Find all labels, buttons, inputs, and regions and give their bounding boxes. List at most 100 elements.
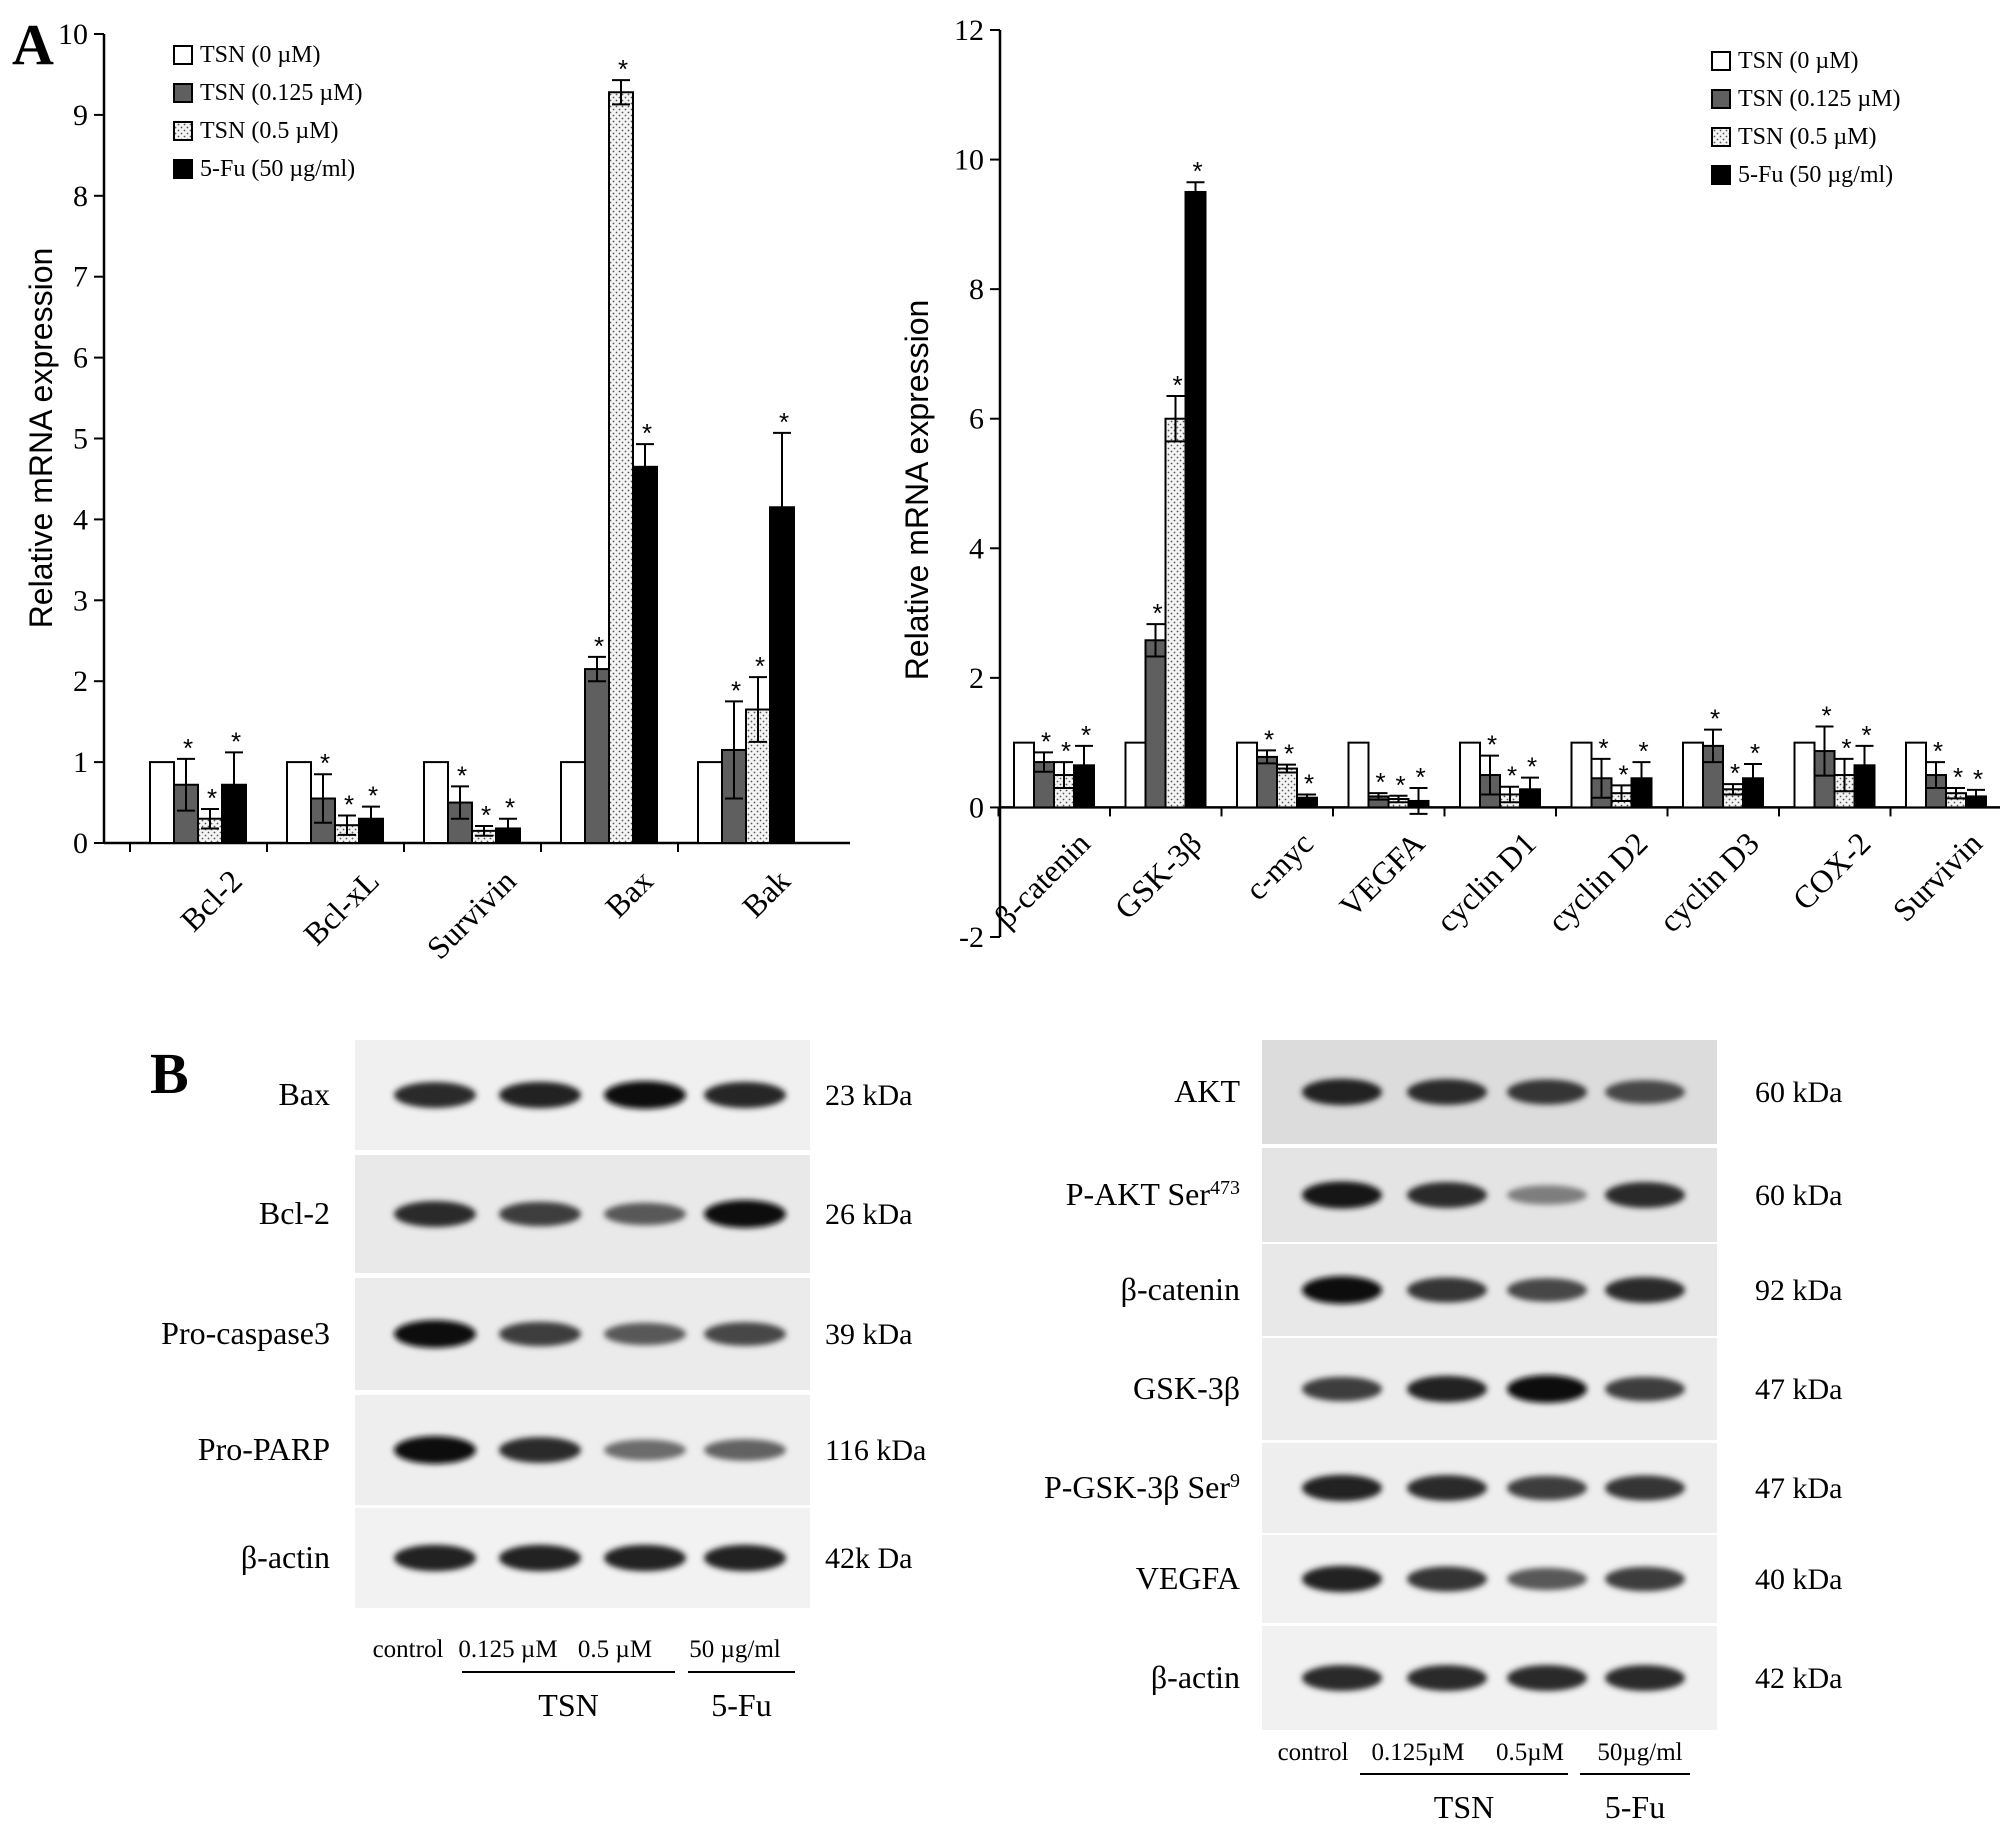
legend-swatch xyxy=(173,121,193,141)
blot-protein-label: VEGFA xyxy=(1136,1560,1240,1596)
legend-swatch xyxy=(1711,165,1731,185)
blot-protein-superscript: 473 xyxy=(1210,1177,1240,1199)
group-label-5fu: 5-Fu xyxy=(711,1687,771,1723)
significance-asterisk: * xyxy=(207,783,217,813)
significance-asterisk: * xyxy=(1527,752,1537,782)
x-category-label: GSK-3β xyxy=(1107,825,1208,926)
significance-asterisk: * xyxy=(1192,156,1202,186)
significance-asterisk: * xyxy=(1598,733,1608,763)
protein-band xyxy=(1407,1079,1487,1105)
significance-asterisk: * xyxy=(1041,726,1051,756)
bar xyxy=(286,761,312,844)
protein-band xyxy=(1302,1474,1382,1502)
significance-asterisk: * xyxy=(505,793,515,823)
protein-band xyxy=(1407,1182,1487,1208)
molecular-weight-label: 42 kDa xyxy=(1755,1662,1842,1695)
molecular-weight-label: 92 kDa xyxy=(1755,1274,1842,1307)
blot-protein-label: β-catenin xyxy=(1121,1271,1240,1307)
significance-asterisk: * xyxy=(481,800,491,830)
protein-band xyxy=(394,1436,476,1464)
bar xyxy=(560,761,586,844)
protein-band xyxy=(1605,1475,1685,1501)
significance-asterisk: * xyxy=(1861,720,1871,750)
protein-band xyxy=(604,1322,686,1346)
significance-asterisk: * xyxy=(1172,370,1182,400)
bar xyxy=(1905,741,1927,809)
y-tick-label: 2 xyxy=(73,665,88,698)
protein-band xyxy=(1407,1475,1487,1501)
chart-left: 0 1 2 3 4 5 6 7 8 9 10 Relative mRNA expression * * * B… xyxy=(23,18,850,966)
lane-label: 0.5µM xyxy=(1496,1739,1564,1766)
lane-label: 0.125 µM xyxy=(458,1636,557,1663)
y-tick-label: 10 xyxy=(58,18,88,51)
bar xyxy=(1276,767,1298,809)
bar xyxy=(1184,190,1207,809)
protein-band xyxy=(1302,1181,1382,1209)
blot-protein-label: P-GSK-3β Ser9 xyxy=(1044,1469,1240,1505)
blot-protein-name: P-GSK-3β Ser xyxy=(1044,1469,1230,1505)
significance-asterisk: * xyxy=(1841,733,1851,763)
molecular-weight-label: 60 kDa xyxy=(1755,1179,1842,1212)
x-category-label: Bak xyxy=(735,862,797,924)
legend-swatch xyxy=(173,159,193,179)
protein-band xyxy=(394,1082,476,1108)
blots-right: AKT 60 kDa P-AKT Ser473 60 kDa β-catenin 92 k… xyxy=(1044,1040,1842,1825)
x-category-label: VEGFA xyxy=(1332,825,1431,924)
protein-band xyxy=(1605,1566,1685,1592)
y-tick-label: 12 xyxy=(954,14,984,47)
x-category-label: Survivin xyxy=(420,862,523,965)
significance-asterisk: * xyxy=(231,726,241,756)
significance-asterisk: * xyxy=(1821,700,1831,730)
significance-asterisk: * xyxy=(1395,770,1405,800)
legend-swatch xyxy=(1711,127,1731,147)
protein-band xyxy=(604,1439,686,1461)
y-axis-title: Relative mRNA expression xyxy=(899,300,935,681)
protein-band xyxy=(499,1544,581,1572)
blot-row: β-catenin 92 kDa xyxy=(1121,1244,1842,1336)
y-tick-label: 5 xyxy=(73,423,88,456)
y-tick-label: 6 xyxy=(73,342,88,375)
blot-row: P-AKT Ser473 60 kDa xyxy=(1066,1148,1842,1242)
blot-protein-label: Pro-PARP xyxy=(198,1431,330,1467)
legend-label: TSN (0.125 µM) xyxy=(1738,86,1901,112)
blot-row: Pro-PARP 116 kDa xyxy=(198,1395,926,1505)
y-tick-label: 0 xyxy=(73,827,88,860)
y-tick-label: 6 xyxy=(969,403,984,436)
protein-band xyxy=(604,1081,686,1109)
significance-asterisk: * xyxy=(779,407,789,437)
blot-row: Bax 23 kDa xyxy=(278,1040,912,1150)
legend-swatch xyxy=(173,45,193,65)
y-tick-label: 3 xyxy=(73,584,88,617)
significance-asterisk: * xyxy=(1710,704,1720,734)
y-tick-label: 7 xyxy=(73,261,88,294)
protein-band xyxy=(499,1437,581,1463)
y-axis-title: Relative mRNA expression xyxy=(23,248,59,629)
legend-swatch xyxy=(1711,89,1731,109)
significance-asterisk: * xyxy=(1152,598,1162,628)
protein-band xyxy=(1407,1665,1487,1691)
protein-band xyxy=(1302,1376,1382,1402)
protein-band xyxy=(394,1544,476,1572)
protein-band xyxy=(1507,1665,1587,1691)
blot-protein-label: β-actin xyxy=(1151,1659,1240,1695)
bar xyxy=(173,783,199,845)
significance-asterisk: * xyxy=(642,418,652,448)
x-category-label: cyclin D3 xyxy=(1652,825,1766,939)
protein-band xyxy=(394,1201,476,1227)
significance-asterisk: * xyxy=(594,631,604,661)
protein-band xyxy=(1302,1665,1382,1691)
bar xyxy=(1459,741,1481,809)
blot-protein-label: Bax xyxy=(278,1076,330,1112)
protein-band xyxy=(704,1439,786,1461)
blot-protein-name: VEGFA xyxy=(1136,1560,1240,1596)
molecular-weight-label: 26 kDa xyxy=(825,1198,912,1231)
protein-band xyxy=(704,1544,786,1572)
bar xyxy=(1013,741,1035,809)
legend-label: 5-Fu (50 µg/ml) xyxy=(1738,162,1893,188)
x-category-label: cyclin D1 xyxy=(1429,825,1543,939)
blot-protein-superscript: 9 xyxy=(1230,1470,1240,1492)
significance-asterisk: * xyxy=(344,789,354,819)
legend-label: TSN (0 µM) xyxy=(1738,48,1859,74)
molecular-weight-label: 39 kDa xyxy=(825,1318,912,1351)
protein-band xyxy=(1507,1278,1587,1302)
